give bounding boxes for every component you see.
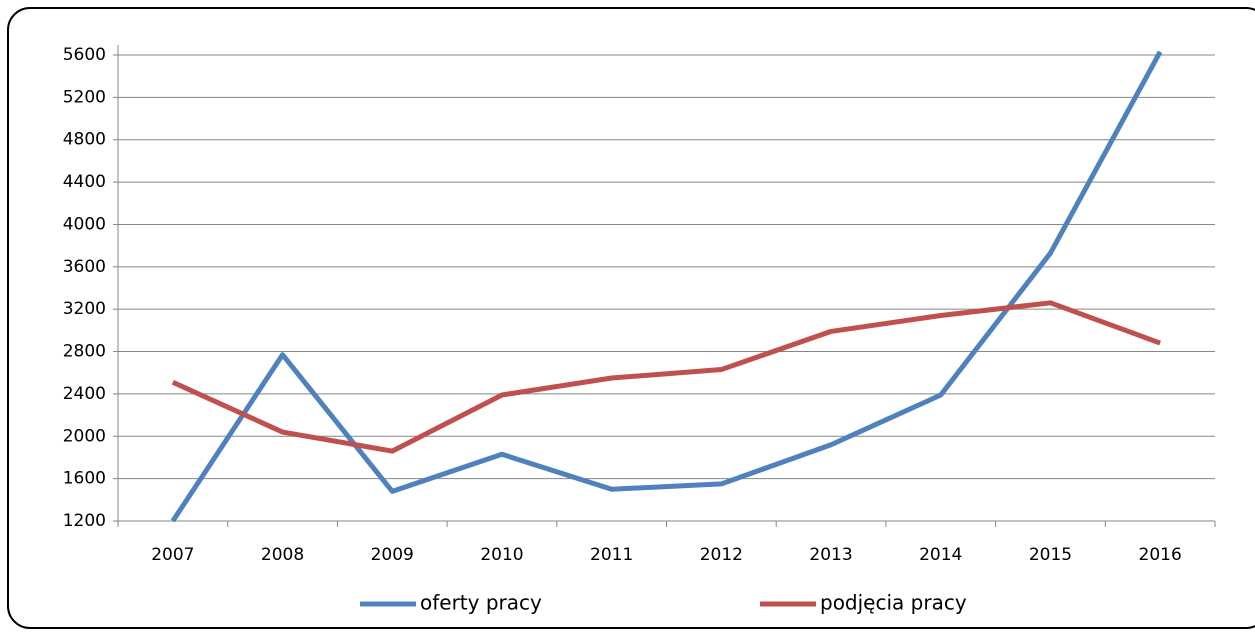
- y-tick-label: 2000: [63, 426, 106, 446]
- x-tick-label: 2010: [480, 545, 523, 565]
- y-tick-label: 3200: [63, 299, 106, 319]
- x-tick-label: 2016: [1139, 545, 1182, 565]
- legend-label: podjęcia pracy: [820, 591, 967, 615]
- y-tick-label: 1200: [63, 511, 106, 531]
- x-tick-label: 2015: [1029, 545, 1072, 565]
- y-tick-label: 4800: [63, 130, 106, 150]
- x-tick-label: 2007: [151, 545, 194, 565]
- series-line: [171, 300, 1162, 454]
- y-tick-label: 3600: [63, 257, 106, 277]
- y-tick-label: 4000: [63, 214, 106, 234]
- y-tick-label: 2800: [63, 342, 106, 362]
- series-line: [170, 50, 1163, 523]
- legend-label: oferty pracy: [420, 591, 542, 615]
- x-tick-label: 2009: [371, 545, 414, 565]
- x-tick-label: 2012: [700, 545, 743, 565]
- y-tick-label: 5600: [63, 45, 106, 65]
- x-tick-label: 2008: [261, 545, 304, 565]
- x-tick-label: 2014: [919, 545, 962, 565]
- chart-frame: [7, 7, 1255, 629]
- y-tick-label: 4400: [63, 172, 106, 192]
- y-tick-label: 5200: [63, 87, 106, 107]
- y-tick-label: 1600: [63, 469, 106, 489]
- x-tick-label: 2011: [590, 545, 633, 565]
- y-tick-label: 2400: [63, 384, 106, 404]
- x-tick-label: 2013: [809, 545, 852, 565]
